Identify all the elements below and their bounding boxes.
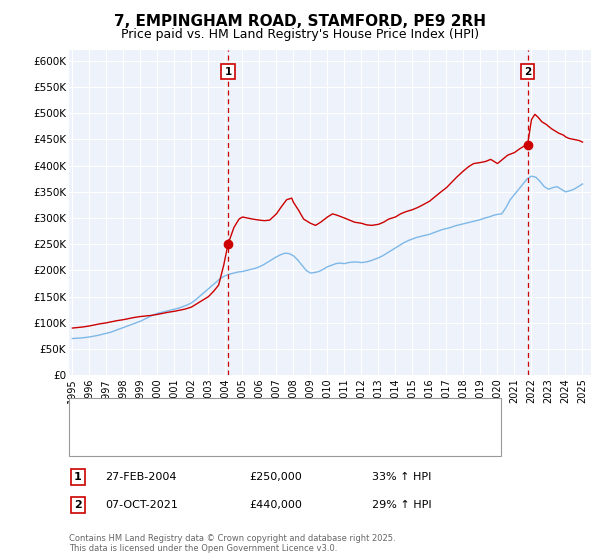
Text: 29% ↑ HPI: 29% ↑ HPI — [372, 500, 431, 510]
Text: £250,000: £250,000 — [249, 472, 302, 482]
Text: 2: 2 — [524, 67, 531, 77]
Text: Contains HM Land Registry data © Crown copyright and database right 2025.
This d: Contains HM Land Registry data © Crown c… — [69, 534, 395, 553]
Text: 33% ↑ HPI: 33% ↑ HPI — [372, 472, 431, 482]
Text: 1: 1 — [224, 67, 232, 77]
Text: £440,000: £440,000 — [249, 500, 302, 510]
Text: HPI: Average price, detached house, South Kesteven: HPI: Average price, detached house, Sout… — [110, 437, 384, 447]
Text: 7, EMPINGHAM ROAD, STAMFORD, PE9 2RH (detached house): 7, EMPINGHAM ROAD, STAMFORD, PE9 2RH (de… — [110, 410, 431, 420]
Text: 27-FEB-2004: 27-FEB-2004 — [105, 472, 176, 482]
Text: 1: 1 — [74, 472, 82, 482]
Text: 07-OCT-2021: 07-OCT-2021 — [105, 500, 178, 510]
Text: Price paid vs. HM Land Registry's House Price Index (HPI): Price paid vs. HM Land Registry's House … — [121, 28, 479, 41]
Text: 2: 2 — [74, 500, 82, 510]
Text: 7, EMPINGHAM ROAD, STAMFORD, PE9 2RH: 7, EMPINGHAM ROAD, STAMFORD, PE9 2RH — [114, 14, 486, 29]
